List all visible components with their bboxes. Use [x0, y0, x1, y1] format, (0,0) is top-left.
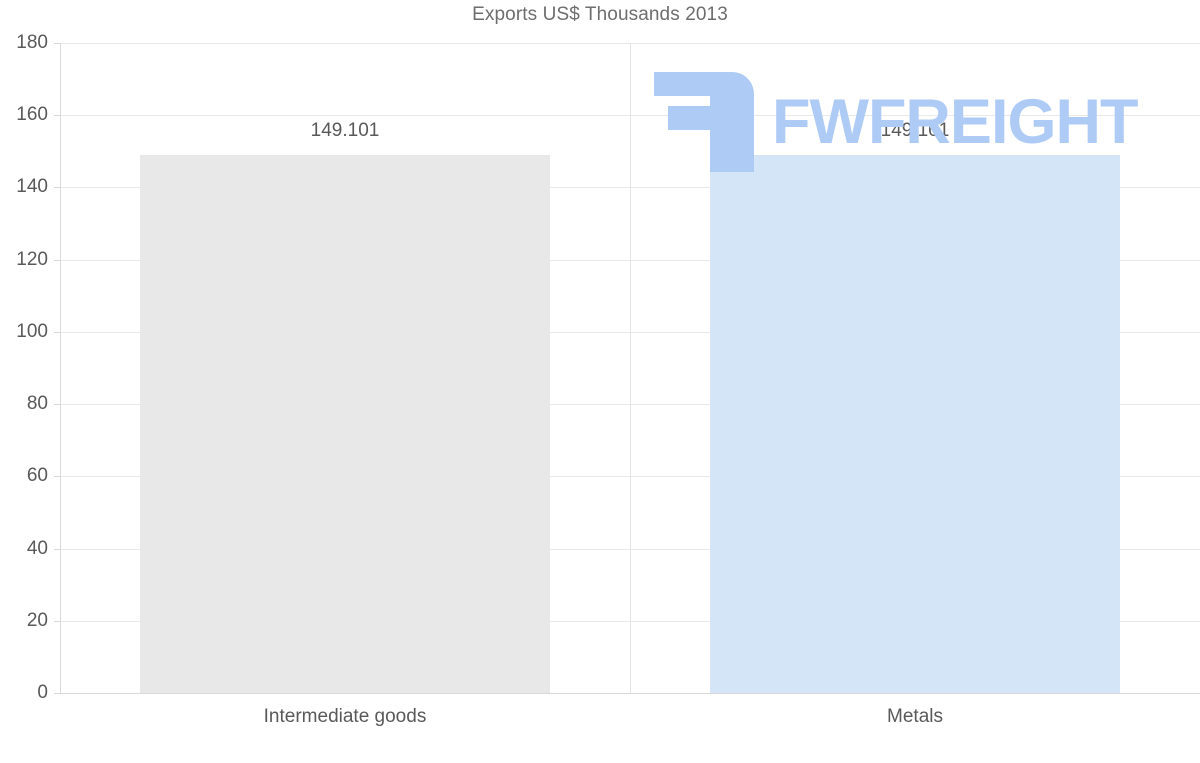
bar[interactable]	[710, 155, 1120, 693]
x-tick-label: Intermediate goods	[263, 706, 427, 727]
y-axis-line	[60, 43, 61, 694]
y-tick-mark	[54, 404, 60, 405]
y-tick-label: 40	[26, 537, 48, 559]
category-divider	[630, 43, 631, 693]
y-tick-label: 180	[16, 32, 48, 53]
bar-value-label: 149.101	[880, 119, 950, 141]
y-tick-label: 100	[16, 320, 48, 342]
y-tick-label: 20	[26, 609, 48, 631]
y-tick-mark	[54, 693, 60, 694]
chart-title: Exports US$ Thousands 2013	[472, 4, 728, 25]
y-tick-mark	[54, 476, 60, 477]
y-tick-label: 160	[16, 104, 48, 126]
y-tick-mark	[54, 43, 60, 44]
y-tick-label: 80	[26, 393, 48, 415]
bar-value-label: 149.101	[310, 119, 380, 141]
bar[interactable]	[140, 155, 550, 693]
y-tick-mark	[54, 621, 60, 622]
y-tick-mark	[54, 187, 60, 188]
y-tick-mark	[54, 260, 60, 261]
x-axis-line	[60, 693, 1200, 694]
y-tick-label: 60	[26, 465, 48, 487]
x-tick-label: Metals	[887, 706, 943, 727]
y-tick-mark	[54, 549, 60, 550]
y-tick-mark	[54, 332, 60, 333]
y-tick-mark	[54, 115, 60, 116]
y-tick-label: 120	[16, 248, 48, 270]
y-tick-label: 0	[37, 682, 48, 703]
y-tick-label: 140	[16, 176, 48, 198]
